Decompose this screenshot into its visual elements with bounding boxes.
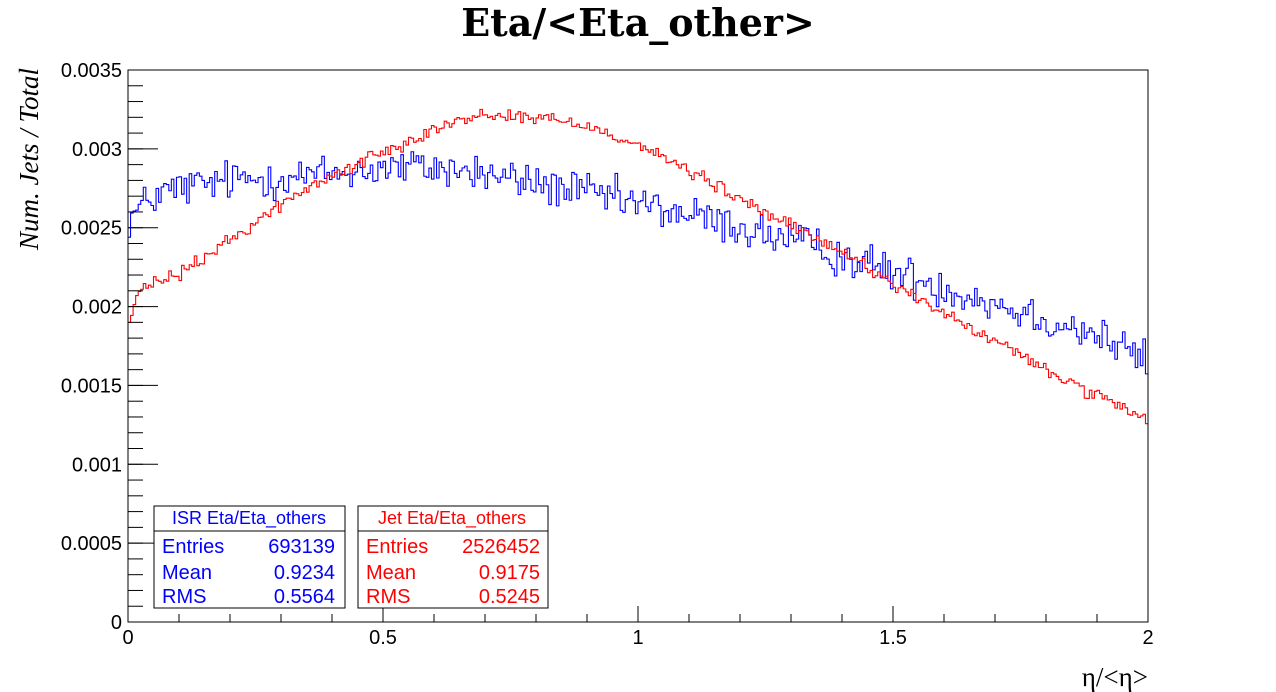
stats-isr-entries-label: Entries: [162, 536, 224, 558]
stats-jet-entries-value: 2526452: [462, 536, 540, 558]
stats-box-jet: Jet Eta/Eta_others Entries 2526452 Mean …: [357, 505, 549, 609]
x-tick-label: 0.5: [369, 627, 397, 649]
x-tick-label: 0: [122, 627, 133, 649]
stats-isr-rms-value: 0.5564: [274, 586, 335, 608]
y-tick-label: 0.0015: [61, 375, 122, 397]
y-tick-label: 0.003: [72, 139, 122, 161]
stats-jet-rms-label: RMS: [366, 586, 410, 608]
stats-jet-mean-value: 0.9175: [479, 562, 540, 584]
axes: 0 0.5 1 1.5 2 0 0.0005 0.001 0.0015 0.002 0.0025 0.…: [61, 60, 1154, 649]
stats-isr-entries-value: 693139: [268, 536, 335, 558]
x-tick-label: 1.5: [879, 627, 907, 649]
stats-isr-mean-label: Mean: [162, 562, 212, 584]
x-tick-label: 1: [632, 627, 643, 649]
stats-isr-title: ISR Eta/Eta_others: [172, 508, 326, 529]
stats-isr-rms-label: RMS: [162, 586, 206, 608]
x-tick-label: 2: [1142, 627, 1153, 649]
series-line-jet: [128, 108, 1148, 425]
y-tick-label: 0.001: [72, 454, 122, 476]
y-tick-label: 0.0035: [61, 60, 122, 82]
y-axis-label: Num. Jets / Total: [14, 68, 44, 251]
series-line-isr: [128, 151, 1148, 375]
y-tick-label: 0: [111, 612, 122, 634]
chart-title: Eta/<Eta_other>: [461, 0, 815, 45]
y-tick-label: 0.0005: [61, 533, 122, 555]
stats-jet-entries-label: Entries: [366, 536, 428, 558]
stats-isr-mean-value: 0.9234: [274, 562, 335, 584]
stats-box-isr: ISR Eta/Eta_others Entries 693139 Mean 0…: [153, 505, 346, 609]
stats-jet-title: Jet Eta/Eta_others: [378, 508, 526, 529]
stats-jet-rms-value: 0.5245: [479, 586, 540, 608]
stats-jet-mean-label: Mean: [366, 562, 416, 584]
y-tick-label: 0.002: [72, 297, 122, 319]
x-axis-label: η/<η>: [1082, 662, 1148, 692]
histogram-layer: [128, 108, 1148, 425]
y-tick-label: 0.0025: [61, 218, 122, 240]
